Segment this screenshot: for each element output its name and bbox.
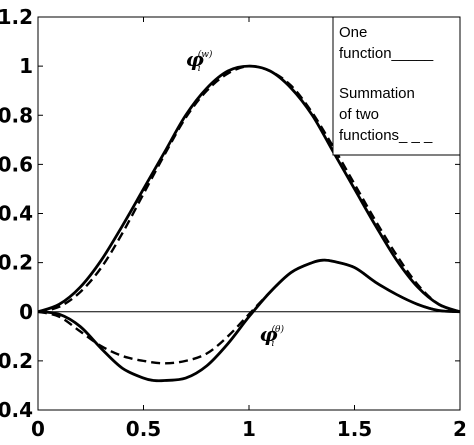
legend-entry-2-line-1: Summation (339, 85, 415, 102)
phi-symbol: φ (260, 322, 278, 346)
x-tick-label: 1.5 (337, 417, 372, 441)
legend: One function_____ Summation of two funct… (332, 16, 461, 156)
y-tick-label: 1.2 (0, 5, 33, 29)
curve-label-1: φ(w) i (186, 47, 213, 74)
y-tick-label: 0.2 (0, 251, 33, 275)
series-2-dashed-line (37, 64, 461, 313)
y-tick-label: 0.4 (0, 202, 33, 226)
phi-superscript: (w) (198, 49, 213, 60)
phi-subscript: i (272, 339, 275, 349)
y-tick-label: 0 (19, 300, 33, 324)
y-tick-label: 0.8 (0, 103, 33, 127)
x-tick-label: 1 (242, 417, 256, 441)
phi-superscript: (θ) (272, 324, 285, 335)
x-tick-label: 0 (31, 417, 45, 441)
legend-box (332, 16, 461, 156)
x-tick-label: 0.5 (126, 417, 161, 441)
phi-symbol: φ (186, 47, 204, 71)
y-tick-label: -0.2 (0, 349, 33, 373)
legend-entry-2-line-2: of two (339, 106, 379, 123)
y-tick-label: 1 (19, 54, 33, 78)
y-tick-label: -0.4 (0, 398, 33, 422)
y-tick-label: 0.6 (0, 152, 33, 176)
legend-entry-1-line-1: One (339, 24, 367, 41)
series-4-dashed-line (37, 258, 461, 365)
curve-label-2: φ(θ) i (260, 322, 285, 349)
legend-entry-2-line-3: functions_ _ _ (339, 127, 433, 144)
phi-subscript: i (198, 64, 201, 74)
x-tick-label: 2 (453, 417, 467, 441)
legend-entry-1-line-2: function_____ (339, 45, 434, 62)
